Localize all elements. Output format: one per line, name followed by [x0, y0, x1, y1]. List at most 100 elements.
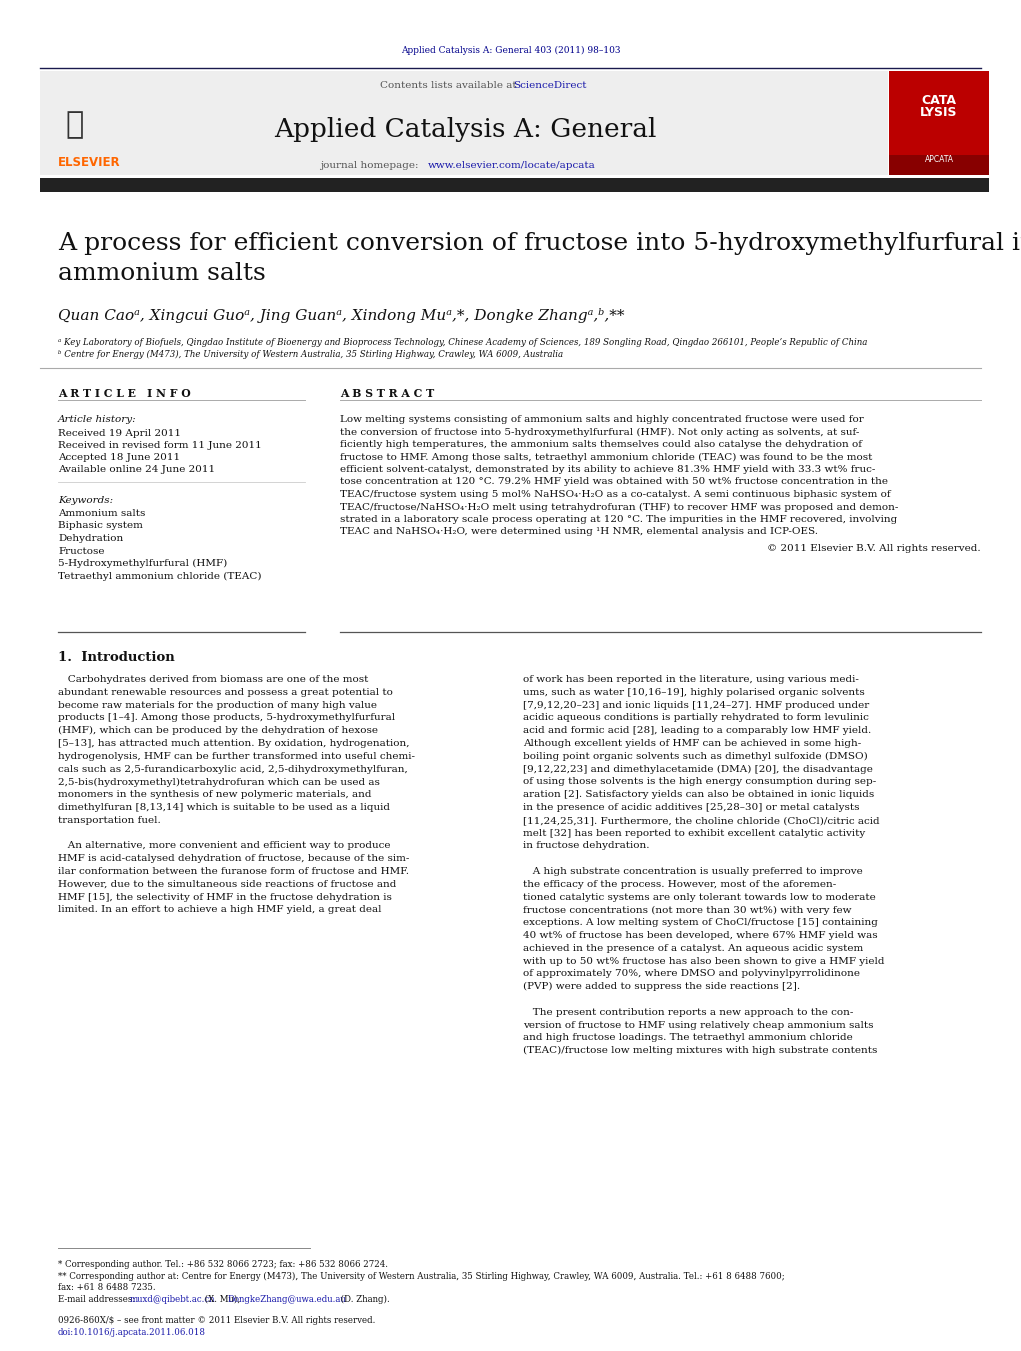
Text: cals such as 2,5-furandicarboxylic acid, 2,5-dihydroxymethylfuran,: cals such as 2,5-furandicarboxylic acid,… — [58, 765, 407, 774]
Text: 5-Hydroxymethylfurfural (HMF): 5-Hydroxymethylfurfural (HMF) — [58, 559, 228, 569]
Text: in fructose dehydration.: in fructose dehydration. — [523, 842, 649, 850]
Text: www.elsevier.com/locate/apcata: www.elsevier.com/locate/apcata — [428, 161, 595, 169]
Text: ᵇ Centre for Energy (M473), The University of Western Australia, 35 Stirling Hig: ᵇ Centre for Energy (M473), The Universi… — [58, 350, 564, 359]
Text: Quan Caoᵃ, Xingcui Guoᵃ, Jing Guanᵃ, Xindong Muᵃ,*, Dongke Zhangᵃ,ᵇ,**: Quan Caoᵃ, Xingcui Guoᵃ, Jing Guanᵃ, Xin… — [58, 308, 625, 323]
Text: ilar conformation between the furanose form of fructose and HMF.: ilar conformation between the furanose f… — [58, 867, 409, 875]
Text: (HMF), which can be produced by the dehydration of hexose: (HMF), which can be produced by the dehy… — [58, 727, 378, 735]
Text: Keywords:: Keywords: — [58, 496, 113, 505]
Text: acidic aqueous conditions is partially rehydrated to form levulinic: acidic aqueous conditions is partially r… — [523, 713, 869, 723]
Text: transportation fuel.: transportation fuel. — [58, 816, 160, 825]
Text: of approximately 70%, where DMSO and polyvinylpyrrolidinone: of approximately 70%, where DMSO and pol… — [523, 970, 860, 978]
Text: Dehydration: Dehydration — [58, 534, 124, 543]
Text: limited. In an effort to achieve a high HMF yield, a great deal: limited. In an effort to achieve a high … — [58, 905, 382, 915]
Bar — [889, 155, 989, 176]
Text: ELSEVIER: ELSEVIER — [58, 157, 120, 169]
Text: Applied Catalysis A: General: Applied Catalysis A: General — [274, 118, 657, 142]
Text: Accepted 18 June 2011: Accepted 18 June 2011 — [58, 453, 180, 462]
Text: TEAC/fructose/NaHSO₄·H₂O melt using tetrahydrofuran (THF) to recover HMF was pro: TEAC/fructose/NaHSO₄·H₂O melt using tetr… — [340, 503, 898, 512]
Text: 1.  Introduction: 1. Introduction — [58, 651, 175, 663]
Text: APCATA: APCATA — [924, 155, 954, 165]
Text: of work has been reported in the literature, using various medi-: of work has been reported in the literat… — [523, 676, 859, 684]
Bar — [889, 72, 989, 176]
Text: monomers in the synthesis of new polymeric materials, and: monomers in the synthesis of new polymer… — [58, 790, 372, 800]
Text: Biphasic system: Biphasic system — [58, 521, 143, 531]
Text: © 2011 Elsevier B.V. All rights reserved.: © 2011 Elsevier B.V. All rights reserved… — [768, 544, 981, 553]
Text: tose concentration at 120 °C. 79.2% HMF yield was obtained with 50 wt% fructose : tose concentration at 120 °C. 79.2% HMF … — [340, 477, 888, 486]
Bar — [40, 178, 989, 192]
Text: journal homepage:: journal homepage: — [320, 161, 422, 169]
Text: exceptions. A low melting system of ChoCl/fructose [15] containing: exceptions. A low melting system of ChoC… — [523, 919, 878, 927]
Text: abundant renewable resources and possess a great potential to: abundant renewable resources and possess… — [58, 688, 393, 697]
Text: and high fructose loadings. The tetraethyl ammonium chloride: and high fructose loadings. The tetraeth… — [523, 1034, 853, 1043]
Text: efficient solvent-catalyst, demonstrated by its ability to achieve 81.3% HMF yie: efficient solvent-catalyst, demonstrated… — [340, 465, 875, 474]
Text: boiling point organic solvents such as dimethyl sulfoxide (DMSO): boiling point organic solvents such as d… — [523, 751, 868, 761]
Text: DongkeZhang@uwa.edu.au: DongkeZhang@uwa.edu.au — [228, 1296, 347, 1304]
Text: doi:10.1016/j.apcata.2011.06.018: doi:10.1016/j.apcata.2011.06.018 — [58, 1328, 206, 1337]
Text: 0926-860X/$ – see front matter © 2011 Elsevier B.V. All rights reserved.: 0926-860X/$ – see front matter © 2011 El… — [58, 1316, 376, 1325]
Text: [7,9,12,20–23] and ionic liquids [11,24–27]. HMF produced under: [7,9,12,20–23] and ionic liquids [11,24–… — [523, 701, 869, 709]
Bar — [40, 72, 888, 176]
Text: A high substrate concentration is usually preferred to improve: A high substrate concentration is usuall… — [523, 867, 863, 875]
Text: become raw materials for the production of many high value: become raw materials for the production … — [58, 701, 377, 709]
Text: (TEAC)/fructose low melting mixtures with high substrate contents: (TEAC)/fructose low melting mixtures wit… — [523, 1046, 877, 1055]
Text: HMF is acid-catalysed dehydration of fructose, because of the sim-: HMF is acid-catalysed dehydration of fru… — [58, 854, 409, 863]
Text: ᵃ Key Laboratory of Biofuels, Qingdao Institute of Bioenergy and Bioprocess Tech: ᵃ Key Laboratory of Biofuels, Qingdao In… — [58, 338, 868, 347]
Text: fructose to HMF. Among those salts, tetraethyl ammonium chloride (TEAC) was foun: fructose to HMF. Among those salts, tetr… — [340, 453, 872, 462]
Text: * Corresponding author. Tel.: +86 532 8066 2723; fax: +86 532 8066 2724.: * Corresponding author. Tel.: +86 532 80… — [58, 1260, 388, 1269]
Text: strated in a laboratory scale process operating at 120 °C. The impurities in the: strated in a laboratory scale process op… — [340, 515, 897, 524]
Text: of using those solvents is the high energy consumption during sep-: of using those solvents is the high ener… — [523, 777, 876, 786]
Text: ** Corresponding author at: Centre for Energy (M473), The University of Western : ** Corresponding author at: Centre for E… — [58, 1273, 785, 1281]
Text: hydrogenolysis, HMF can be further transformed into useful chemi-: hydrogenolysis, HMF can be further trans… — [58, 751, 415, 761]
Text: LYSIS: LYSIS — [920, 105, 958, 119]
Text: 2,5-bis(hydroxymethyl)tetrahydrofuran which can be used as: 2,5-bis(hydroxymethyl)tetrahydrofuran wh… — [58, 777, 380, 786]
Text: the efficacy of the process. However, most of the aforemen-: the efficacy of the process. However, mo… — [523, 880, 836, 889]
Text: (PVP) were added to suppress the side reactions [2].: (PVP) were added to suppress the side re… — [523, 982, 800, 992]
Text: Available online 24 June 2011: Available online 24 June 2011 — [58, 465, 215, 474]
Text: Carbohydrates derived from biomass are one of the most: Carbohydrates derived from biomass are o… — [58, 676, 369, 684]
Text: Fructose: Fructose — [58, 547, 104, 555]
Text: products [1–4]. Among those products, 5-hydroxymethylfurfural: products [1–4]. Among those products, 5-… — [58, 713, 395, 723]
Text: Although excellent yields of HMF can be achieved in some high-: Although excellent yields of HMF can be … — [523, 739, 862, 748]
Text: [5–13], has attracted much attention. By oxidation, hydrogenation,: [5–13], has attracted much attention. By… — [58, 739, 409, 748]
Text: Applied Catalysis A: General 403 (2011) 98–103: Applied Catalysis A: General 403 (2011) … — [401, 46, 621, 54]
Bar — [40, 72, 160, 176]
Text: HMF [15], the selectivity of HMF in the fructose dehydration is: HMF [15], the selectivity of HMF in the … — [58, 893, 392, 901]
Text: Low melting systems consisting of ammonium salts and highly concentrated fructos: Low melting systems consisting of ammoni… — [340, 415, 864, 424]
Text: melt [32] has been reported to exhibit excellent catalytic activity: melt [32] has been reported to exhibit e… — [523, 828, 865, 838]
Text: ammonium salts: ammonium salts — [58, 262, 265, 285]
Text: [11,24,25,31]. Furthermore, the choline chloride (ChoCl)/citric acid: [11,24,25,31]. Furthermore, the choline … — [523, 816, 880, 825]
Text: [9,12,22,23] and dimethylacetamide (DMA) [20], the disadvantage: [9,12,22,23] and dimethylacetamide (DMA)… — [523, 765, 873, 774]
Text: fax: +61 8 6488 7235.: fax: +61 8 6488 7235. — [58, 1283, 155, 1292]
Text: However, due to the simultaneous side reactions of fructose and: However, due to the simultaneous side re… — [58, 880, 396, 889]
Text: (D. Zhang).: (D. Zhang). — [338, 1296, 390, 1304]
Text: 🌳: 🌳 — [65, 111, 84, 139]
Text: muxd@qibebt.ac.cn: muxd@qibebt.ac.cn — [130, 1296, 215, 1304]
Text: version of fructose to HMF using relatively cheap ammonium salts: version of fructose to HMF using relativ… — [523, 1020, 874, 1029]
Text: fructose concentrations (not more than 30 wt%) with very few: fructose concentrations (not more than 3… — [523, 905, 852, 915]
Text: The present contribution reports a new approach to the con-: The present contribution reports a new a… — [523, 1008, 854, 1017]
Text: A B S T R A C T: A B S T R A C T — [340, 388, 434, 399]
Text: ums, such as water [10,16–19], highly polarised organic solvents: ums, such as water [10,16–19], highly po… — [523, 688, 865, 697]
Text: in the presence of acidic additives [25,28–30] or metal catalysts: in the presence of acidic additives [25,… — [523, 802, 860, 812]
Text: E-mail addresses:: E-mail addresses: — [58, 1296, 138, 1304]
Text: ficiently high temperatures, the ammonium salts themselves could also catalyse t: ficiently high temperatures, the ammoniu… — [340, 440, 862, 449]
Text: 40 wt% of fructose has been developed, where 67% HMF yield was: 40 wt% of fructose has been developed, w… — [523, 931, 878, 940]
Text: A process for efficient conversion of fructose into 5-hydroxymethylfurfural in: A process for efficient conversion of fr… — [58, 232, 1021, 255]
Text: Article history:: Article history: — [58, 415, 137, 424]
Text: Contents lists available at: Contents lists available at — [380, 81, 520, 89]
Text: the conversion of fructose into 5-hydroxymethylfurfural (HMF). Not only acting a: the conversion of fructose into 5-hydrox… — [340, 427, 860, 436]
Text: A R T I C L E   I N F O: A R T I C L E I N F O — [58, 388, 191, 399]
Text: with up to 50 wt% fructose has also been shown to give a HMF yield: with up to 50 wt% fructose has also been… — [523, 957, 884, 966]
Text: aration [2]. Satisfactory yields can also be obtained in ionic liquids: aration [2]. Satisfactory yields can als… — [523, 790, 874, 800]
Text: TEAC and NaHSO₄·H₂O, were determined using ¹H NMR, elemental analysis and ICP-OE: TEAC and NaHSO₄·H₂O, were determined usi… — [340, 527, 818, 536]
Text: (X. Mu),: (X. Mu), — [202, 1296, 243, 1304]
Text: achieved in the presence of a catalyst. An aqueous acidic system: achieved in the presence of a catalyst. … — [523, 944, 863, 952]
Text: CATA: CATA — [922, 93, 957, 107]
Text: ScienceDirect: ScienceDirect — [513, 81, 586, 89]
Text: dimethylfuran [8,13,14] which is suitable to be used as a liquid: dimethylfuran [8,13,14] which is suitabl… — [58, 802, 390, 812]
Text: Received 19 April 2011: Received 19 April 2011 — [58, 430, 181, 438]
Text: acid and formic acid [28], leading to a comparably low HMF yield.: acid and formic acid [28], leading to a … — [523, 727, 871, 735]
Text: Tetraethyl ammonium chloride (TEAC): Tetraethyl ammonium chloride (TEAC) — [58, 571, 261, 581]
Text: An alternative, more convenient and efficient way to produce: An alternative, more convenient and effi… — [58, 842, 390, 850]
Text: Received in revised form 11 June 2011: Received in revised form 11 June 2011 — [58, 440, 261, 450]
